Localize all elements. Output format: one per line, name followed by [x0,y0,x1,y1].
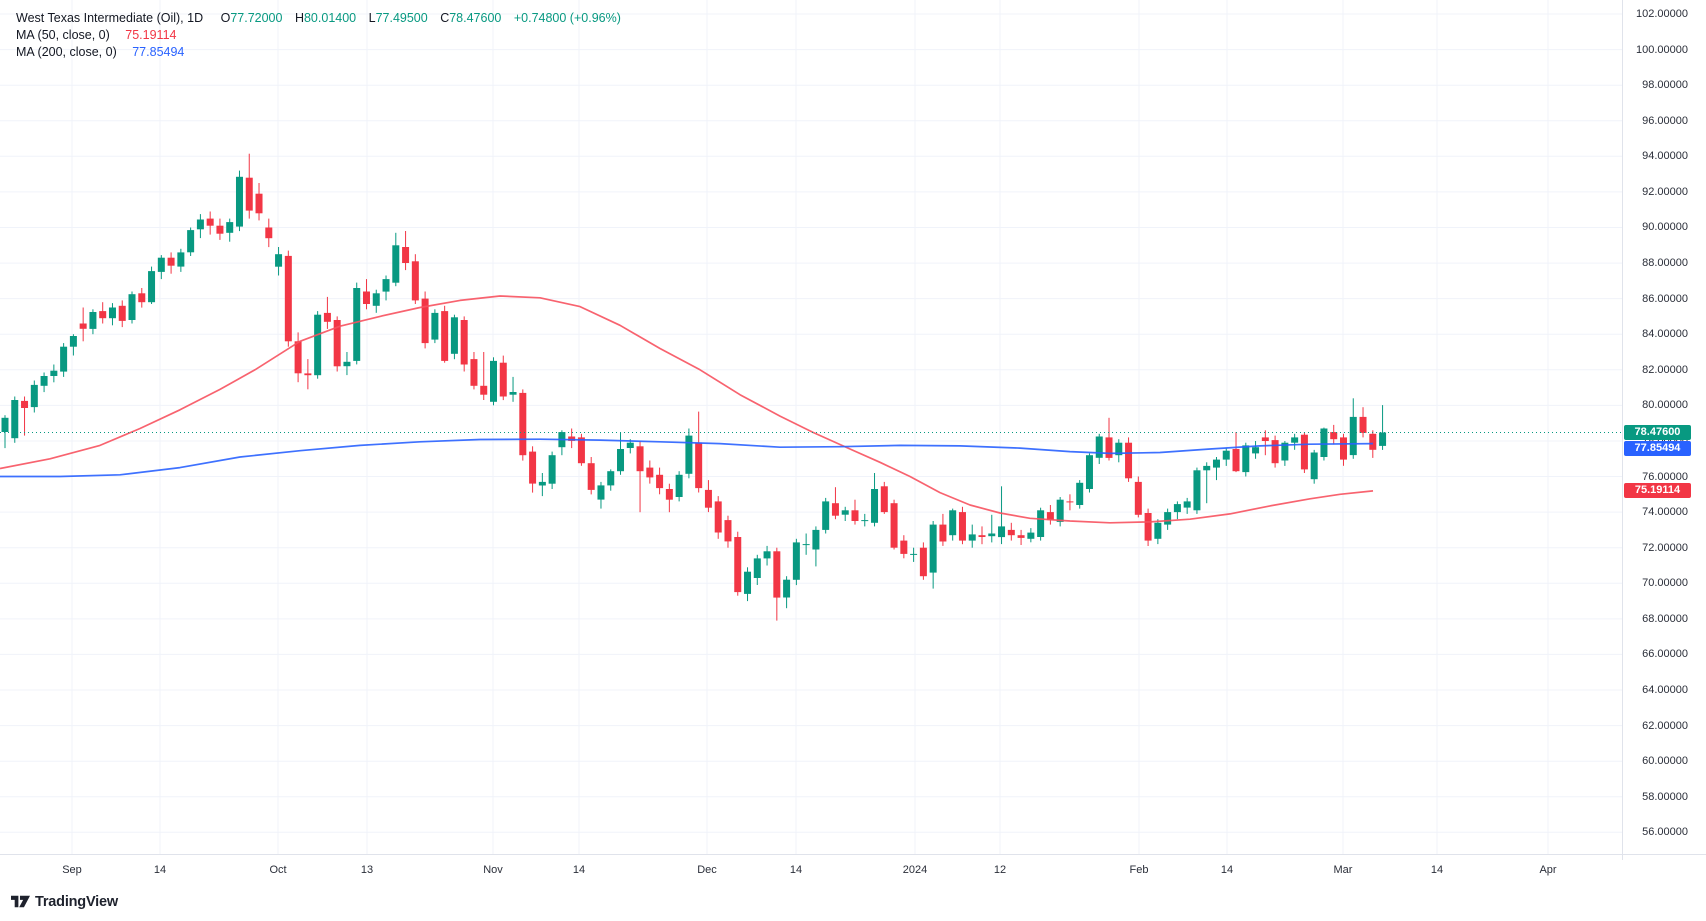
time-axis-label: Feb [1129,864,1149,876]
time-axis-label: 14 [572,864,586,876]
time-axis[interactable]: Sep 14 Oct 13 Nov 14 Dec 14 2024 12 Feb 14 Mar 14 Apr [0,855,1622,889]
time-axis-label: 14 [153,864,167,876]
price-axis-label: 70.00000 [1642,577,1688,589]
tradingview-logo-icon [11,895,30,908]
price-axis-label: 82.00000 [1642,364,1688,376]
tradingview-logo[interactable]: TradingView [11,893,118,910]
time-axis-label: Sep [62,864,82,876]
price-axis-label: 80.00000 [1642,399,1688,411]
time-axis-label: Dec [697,864,717,876]
price-axis-label: 96.00000 [1642,115,1688,127]
price-axis-label: 64.00000 [1642,684,1688,696]
price-axis[interactable]: 102.00000 100.00000 98.00000 96.00000 94.000… [1623,0,1706,854]
low-value: L77.49500 [368,11,428,25]
time-axis-label: Apr [1539,864,1557,876]
legend: West Texas Intermediate (Oil), 1D O77.72… [16,10,621,61]
price-axis-label: 56.00000 [1642,826,1688,838]
ma50-label: MA (50, close, 0) [16,28,110,42]
price-axis-label: 102.00000 [1636,8,1688,20]
ma200-price-badge: 77.85494 [1624,441,1691,456]
time-axis-label: 14 [1220,864,1234,876]
time-axis-label: 12 [993,864,1007,876]
change-value: +0.74800 (+0.96%) [513,11,621,25]
ma50-price-badge: 75.19114 [1624,483,1691,498]
time-axis-label: 13 [360,864,374,876]
price-axis-label: 98.00000 [1642,79,1688,91]
time-axis-label: Oct [269,864,287,876]
tradingview-logo-text: TradingView [35,893,118,910]
legend-symbol-row[interactable]: West Texas Intermediate (Oil), 1D O77.72… [16,10,621,27]
legend-ma50-row[interactable]: MA (50, close, 0) 75.19114 [16,27,621,44]
price-axis-label: 60.00000 [1642,755,1688,767]
time-axis-label: 14 [789,864,803,876]
ma50-value: 75.19114 [125,28,177,42]
price-axis-label: 74.00000 [1642,506,1688,518]
symbol-title: West Texas Intermediate (Oil), 1D [16,11,204,25]
price-axis-label: 90.00000 [1642,221,1688,233]
price-axis-label: 94.00000 [1642,150,1688,162]
price-axis-label: 76.00000 [1642,471,1688,483]
legend-ma200-row[interactable]: MA (200, close, 0) 77.85494 [16,44,621,61]
ma200-value: 77.85494 [132,45,185,59]
price-axis-label: 62.00000 [1642,720,1688,732]
price-axis-label: 92.00000 [1642,186,1688,198]
close-value: C78.47600 [440,11,502,25]
price-axis-label: 68.00000 [1642,613,1688,625]
time-axis-label: 14 [1430,864,1444,876]
open-value: O77.72000 [220,11,283,25]
price-axis-label: 86.00000 [1642,293,1688,305]
price-axis-label: 58.00000 [1642,791,1688,803]
price-axis-label: 88.00000 [1642,257,1688,269]
price-axis-label: 66.00000 [1642,648,1688,660]
time-axis-label: Nov [483,864,503,876]
price-axis-label: 72.00000 [1642,542,1688,554]
last-price-badge: 78.47600 [1624,425,1691,440]
price-axis-label: 100.00000 [1636,44,1688,56]
price-axis-label: 84.00000 [1642,328,1688,340]
time-axis-label: Mar [1333,864,1353,876]
high-value: H80.01400 [294,11,357,25]
ma200-label: MA (200, close, 0) [16,45,117,59]
time-axis-label: 2024 [902,864,928,876]
